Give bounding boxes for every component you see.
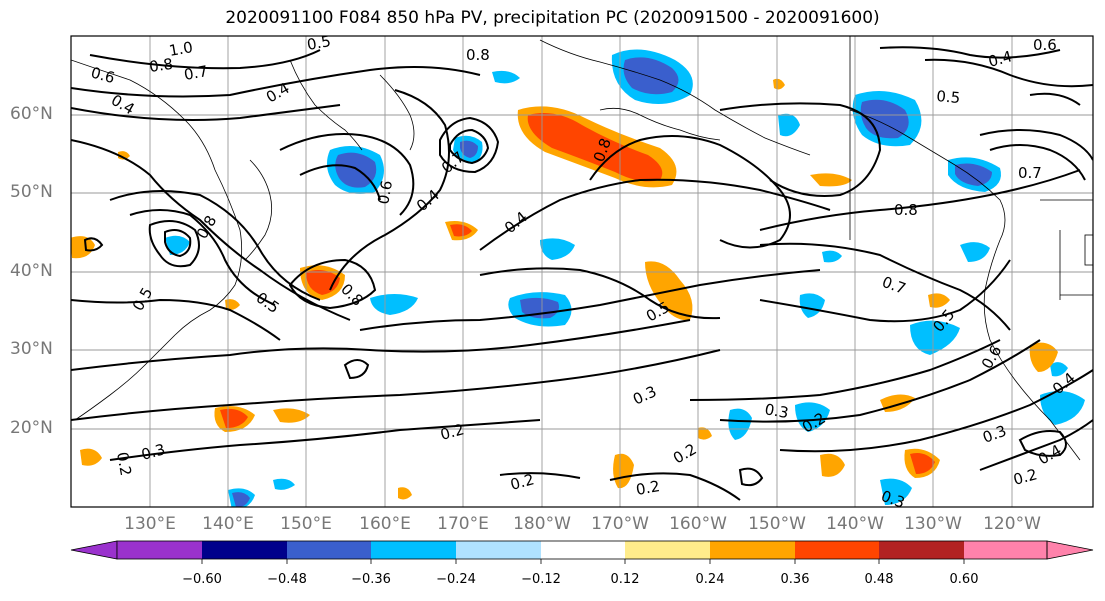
colorbar-bin (117, 541, 202, 559)
colorbar-bin (879, 541, 964, 559)
contour-label: 0.2 (1011, 465, 1039, 489)
colorbar-bin (287, 541, 371, 559)
colorbar-tick-label: 0.12 (610, 572, 640, 587)
graticule (71, 36, 1093, 507)
colorbar-bin (456, 541, 541, 559)
colorbar-over-extend (1046, 540, 1094, 560)
colorbar-tick-label: 0.36 (780, 572, 810, 587)
colorbar-bin (710, 541, 795, 559)
map-title: 2020091100 F084 850 hPa PV, precipitatio… (225, 8, 880, 28)
lon-label: 160°E (359, 514, 411, 534)
pv-contours (71, 46, 1093, 501)
colorbar-bin (541, 541, 625, 559)
contour-label: 0.2 (508, 470, 536, 494)
lon-label: 180°W (513, 514, 571, 534)
contour-label: 0.7 (183, 62, 210, 84)
lon-label: 140°W (826, 514, 884, 534)
colorbar-bin (625, 541, 710, 559)
contour-label: 0.3 (139, 440, 167, 464)
contour-label: 0.6 (89, 63, 117, 87)
coastlines (71, 36, 1093, 461)
lat-label: 30°N (10, 339, 53, 359)
lon-label: 160°W (669, 514, 727, 534)
colorbar-tick-label: −0.48 (267, 572, 307, 587)
lon-label: 140°E (202, 514, 254, 534)
colorbar-bin (202, 541, 287, 559)
lat-label: 50°N (10, 182, 53, 202)
contour-label: 0.2 (113, 451, 135, 478)
contour-label: 0.6 (374, 179, 396, 206)
colorbar-under-extend (70, 540, 118, 560)
plot-frame (70, 35, 1094, 508)
lon-label: 150°E (280, 514, 332, 534)
precip-shading (71, 49, 1085, 507)
lon-label: 170°E (437, 514, 489, 534)
colorbar-tick-label: 0.60 (949, 572, 979, 587)
colorbar-bin (371, 541, 456, 559)
contour-label: 1.0 (168, 38, 195, 60)
colorbar (70, 540, 1094, 564)
lon-label: 130°E (124, 514, 176, 534)
lon-label: 130°W (904, 514, 962, 534)
colorbar-tick-label: −0.36 (351, 572, 391, 587)
lon-label: 150°W (748, 514, 806, 534)
contour-label: 0.2 (438, 420, 466, 444)
colorbar-bin (795, 541, 879, 559)
lat-label: 20°N (10, 418, 53, 438)
contour-label: 0.8 (466, 46, 490, 64)
lon-label: 170°W (591, 514, 649, 534)
contour-label: 0.6 (1033, 36, 1057, 54)
contour-label: 0.7 (1018, 164, 1042, 182)
colorbar-tick-label: 0.48 (864, 572, 894, 587)
colorbar-tick-label: −0.60 (182, 572, 222, 587)
lat-label: 40°N (10, 261, 53, 281)
colorbar-tick-label: −0.12 (521, 572, 561, 587)
colorbar-tick-label: −0.24 (436, 572, 476, 587)
colorbar-tick-label: 0.24 (695, 572, 725, 587)
contour-label: 0.8 (148, 55, 174, 76)
lat-label: 60°N (10, 104, 53, 124)
colorbar-bin (964, 541, 1047, 559)
contour-label: 0.3 (763, 400, 790, 422)
contour-label: 0.2 (635, 477, 662, 499)
plot-area (71, 36, 1093, 507)
contour-label: 0.5 (936, 87, 961, 107)
lon-label: 120°W (983, 514, 1041, 534)
contour-label: 0.4 (986, 47, 1014, 71)
colorbar-frame (116, 540, 1048, 560)
contour-label: 0.5 (306, 32, 333, 54)
contour-label: 0.8 (894, 201, 918, 219)
